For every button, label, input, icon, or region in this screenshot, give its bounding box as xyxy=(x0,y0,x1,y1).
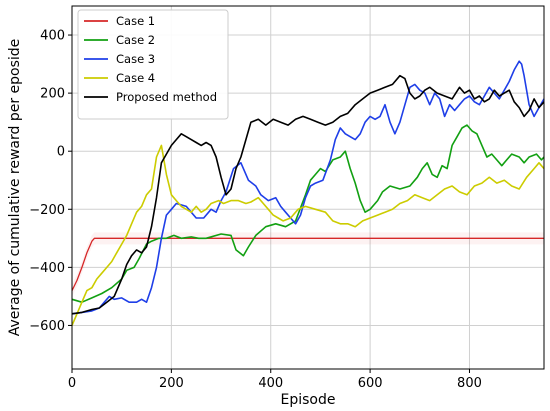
series-line-case-2 xyxy=(71,124,545,304)
y-tick-label: 0 xyxy=(57,145,65,160)
x-axis-label: Episode xyxy=(281,392,336,408)
legend-entry-label: Case 4 xyxy=(116,71,155,85)
y-axis-label: Average of cumulative reward per eposide xyxy=(7,39,23,337)
y-tick-label: −200 xyxy=(29,203,65,218)
legend-entry-label: Case 2 xyxy=(116,33,155,47)
series-lines xyxy=(71,60,545,326)
legend-entry-label: Case 1 xyxy=(116,14,155,28)
series-line-case-4 xyxy=(71,144,545,326)
series-line-proposed-method xyxy=(71,74,545,315)
x-tick-label: 400 xyxy=(258,376,283,391)
legend-entry-label: Proposed method xyxy=(116,90,217,104)
legend: Case 1 Case 2 Case 3 Case 4 Proposed method xyxy=(77,9,229,120)
y-tick-label: −600 xyxy=(29,319,65,334)
legend-entry-label: Case 3 xyxy=(116,52,155,66)
series-line-case-3 xyxy=(71,60,545,315)
x-tick-label: 200 xyxy=(159,376,184,391)
x-tick-label: 600 xyxy=(358,376,383,391)
y-tick-label: −400 xyxy=(29,261,65,276)
plot-frame xyxy=(71,5,545,370)
y-tick-label: 400 xyxy=(40,29,65,44)
x-tick-label: 0 xyxy=(68,376,76,391)
axis-ticks: 0 200 400 600 800 −600 −400 −200 0 200 400 xyxy=(29,29,482,391)
legend-box xyxy=(77,9,229,120)
x-tick-label: 800 xyxy=(457,376,482,391)
y-tick-label: 200 xyxy=(40,87,65,102)
